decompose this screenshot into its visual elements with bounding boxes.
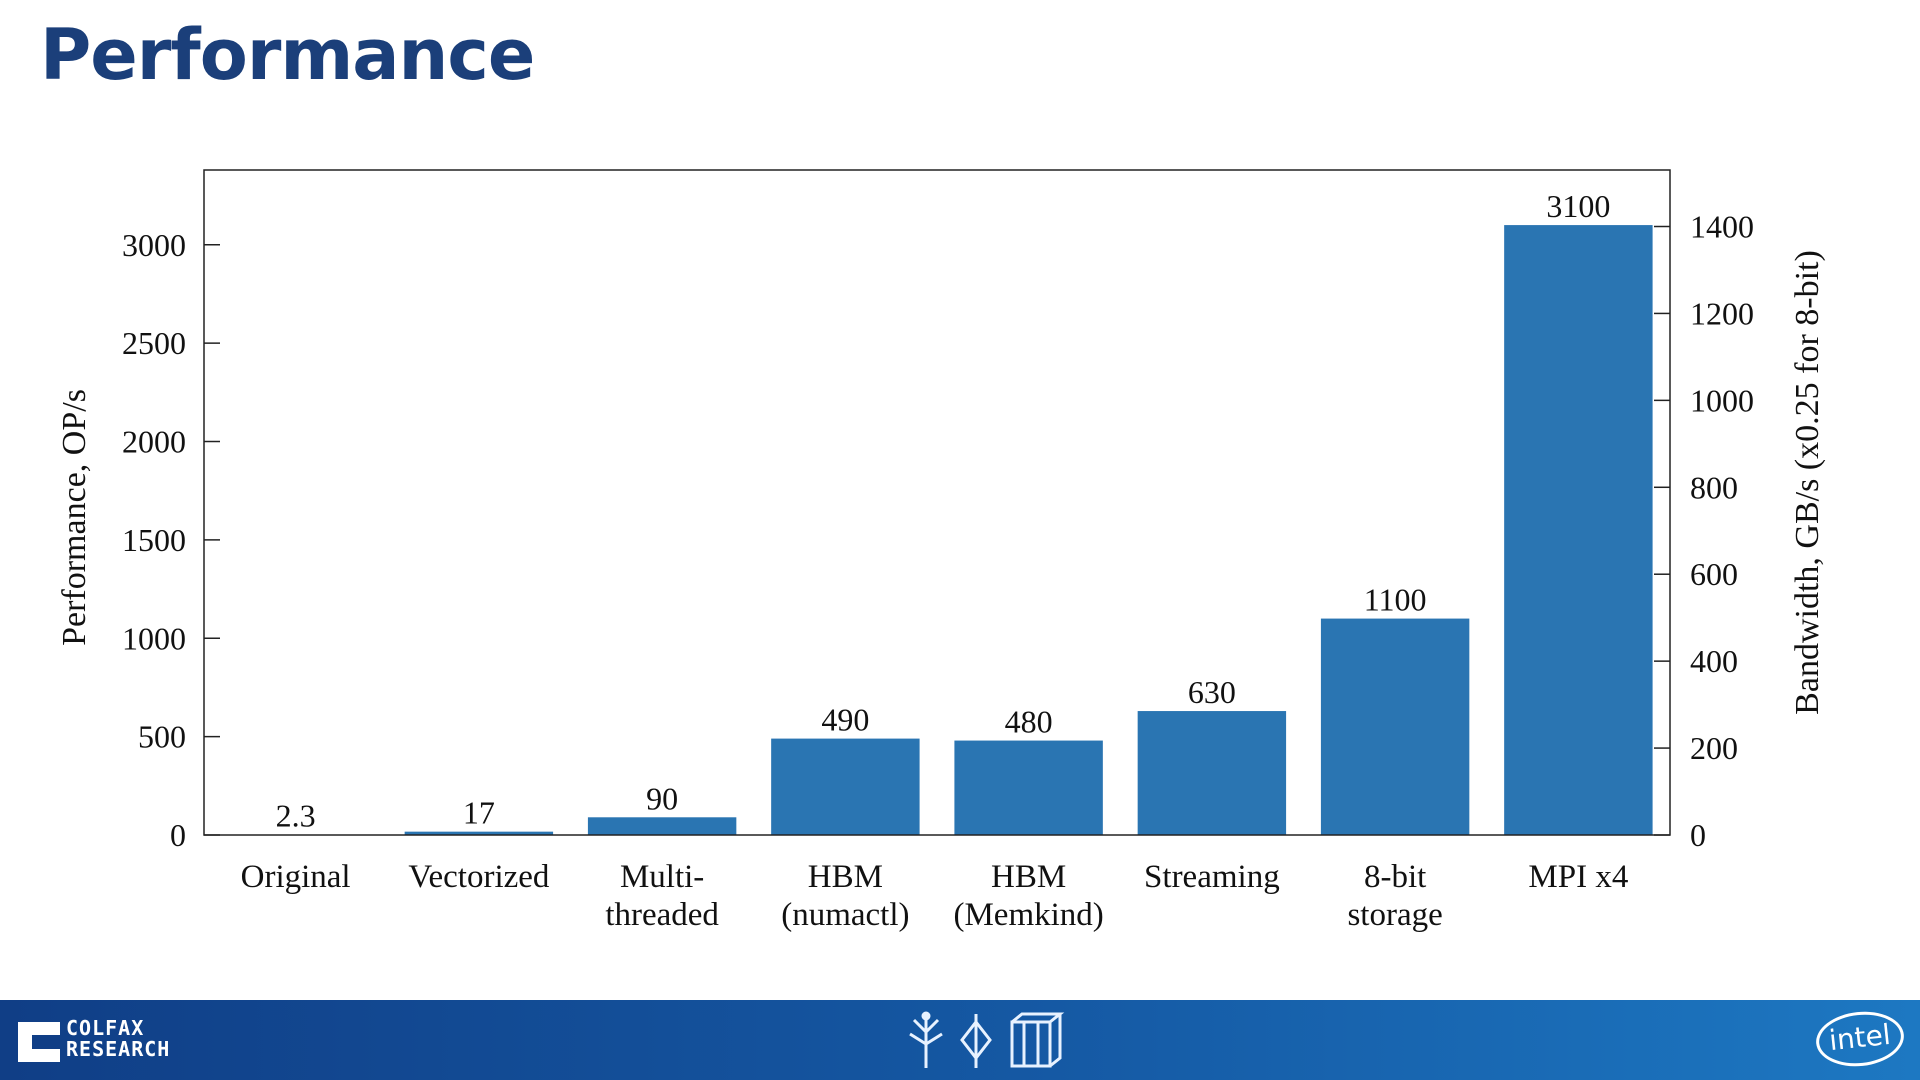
center-icons xyxy=(909,1011,1065,1068)
y-axis-title: Performance, OP/s xyxy=(56,389,93,646)
bar-value-label: 3100 xyxy=(1546,188,1610,224)
y-tick-label: 1000 xyxy=(122,620,186,656)
category-label: MPI x4 xyxy=(1528,859,1628,895)
y-tick-label: 0 xyxy=(170,817,186,853)
category-label: threaded xyxy=(605,897,719,933)
bar-value-label: 90 xyxy=(646,780,678,816)
category-label: Original xyxy=(241,859,351,895)
bar xyxy=(954,740,1103,835)
bar xyxy=(587,817,737,835)
category-label: (numactl) xyxy=(781,897,909,933)
bar xyxy=(1504,225,1653,836)
footer-bar: COLFAX RESEARCH intel xyxy=(0,1000,1920,1080)
y-tick-label: 2500 xyxy=(122,325,186,361)
logo-line-research: RESEARCH xyxy=(66,1037,171,1061)
y2-tick-label: 400 xyxy=(1690,643,1738,679)
logo-line-colfax: COLFAX xyxy=(66,1016,145,1040)
bar-value-label: 490 xyxy=(821,702,869,738)
y2-tick-label: 1200 xyxy=(1690,295,1754,331)
bar-value-label: 1100 xyxy=(1364,582,1427,618)
bar xyxy=(771,738,920,835)
colfax-mark-icon xyxy=(18,1022,60,1062)
category-label: Streaming xyxy=(1144,859,1280,895)
bar xyxy=(404,831,554,835)
category-label: HBM xyxy=(808,859,883,895)
y-tick-label: 3000 xyxy=(122,227,186,263)
bar-value-label: 480 xyxy=(1005,704,1053,740)
y-tick-label: 1500 xyxy=(122,522,186,558)
category-label: Multi- xyxy=(620,859,704,895)
y2-tick-label: 1000 xyxy=(1690,382,1754,418)
y-tick-label: 500 xyxy=(138,719,186,755)
plot-frame xyxy=(203,169,1671,836)
slide-title: Performance xyxy=(40,14,535,96)
y2-tick-label: 0 xyxy=(1690,817,1706,853)
colfax-research-logo: COLFAX RESEARCH xyxy=(18,1014,169,1064)
diamond-icon xyxy=(960,1014,992,1068)
tree-icon xyxy=(909,1011,943,1068)
bar-chart: 2.3 17 90 490 480 630 1100 3100 Original Vectori… xyxy=(56,169,1826,933)
category-label: Vectorized xyxy=(408,859,550,895)
y2-axis-title: Bandwidth, GB/s (x0.25 for 8-bit) xyxy=(1789,250,1826,715)
intel-logo: intel xyxy=(1813,1007,1907,1071)
category-label: (Memkind) xyxy=(953,897,1103,933)
y2-tick-label: 600 xyxy=(1690,556,1738,592)
y2-tick-label: 1400 xyxy=(1690,209,1754,245)
category-label: storage xyxy=(1347,897,1442,933)
cube-icon xyxy=(1010,1012,1065,1068)
y2-tick-label: 200 xyxy=(1690,730,1738,766)
bar-value-label: 630 xyxy=(1188,674,1236,710)
category-label: HBM xyxy=(991,859,1066,895)
bar xyxy=(1320,618,1470,835)
bar-value-label: 17 xyxy=(463,795,495,831)
y2-tick-label: 800 xyxy=(1690,469,1738,505)
bar xyxy=(1137,711,1287,835)
category-label: 8-bit xyxy=(1364,859,1426,895)
bar-value-label: 2.3 xyxy=(276,798,316,834)
y-tick-label: 2000 xyxy=(122,424,186,460)
